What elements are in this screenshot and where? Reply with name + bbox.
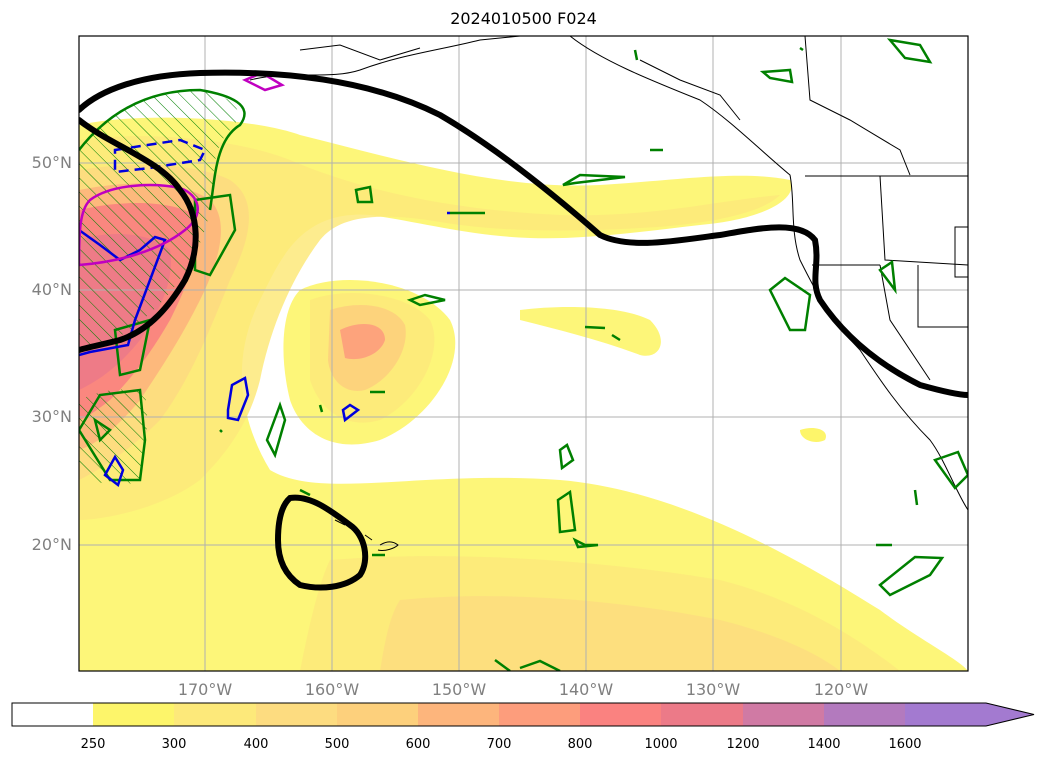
colorbar-tick-label: 250 — [80, 737, 106, 752]
colorbar-segment — [12, 703, 93, 726]
colorbar-segment — [499, 703, 580, 726]
blue-contours — [79, 138, 450, 488]
colorbar-tick-label: 1200 — [726, 737, 760, 752]
colorbar-tick-label: 800 — [567, 737, 593, 752]
colorbar-segment — [580, 703, 661, 726]
colorbar-tick-label: 400 — [243, 737, 269, 752]
lat-label-50: 50°N — [31, 153, 72, 172]
coastlines — [249, 36, 968, 551]
colorbar-extend-arrow — [986, 703, 1034, 726]
hatched-region — [79, 90, 239, 352]
colorbar-tick-label: 300 — [161, 737, 187, 752]
lon-label-120w: 120°W — [813, 680, 869, 699]
colorbar — [11, 702, 1035, 727]
colorbar-tick-label: 1000 — [644, 737, 678, 752]
map-frame — [78, 35, 969, 672]
fill-level-250-b — [520, 307, 661, 356]
colorbar-tick-label: 1400 — [807, 737, 841, 752]
colorbar-outline — [11, 702, 1035, 727]
colorbar-tick-label: 1600 — [888, 737, 922, 752]
colorbar-segment — [418, 703, 499, 726]
lat-label-20: 20°N — [31, 535, 72, 554]
fill-level-400-b — [380, 596, 840, 671]
lon-label-130w: 130°W — [685, 680, 741, 699]
colorbar-segment — [824, 703, 905, 726]
colorbar-segment — [337, 703, 418, 726]
lon-label-170w: 170°W — [177, 680, 233, 699]
colorbar-segment — [661, 703, 743, 726]
colorbar-tick-label: 500 — [324, 737, 350, 752]
green-contours — [79, 38, 968, 671]
map-title: 2024010500 F024 — [450, 9, 597, 28]
fill-level-800 — [340, 324, 385, 360]
colorbar-segment — [174, 703, 256, 726]
hatched-region-b — [79, 389, 148, 486]
colorbar-tick-label: 600 — [405, 737, 431, 752]
colorbar-segment — [905, 703, 986, 726]
fill-level-250 — [79, 117, 968, 671]
lon-label-150w: 150°W — [431, 680, 487, 699]
fill-level-250-d — [800, 428, 826, 442]
colorbar-segment — [743, 703, 824, 726]
lat-label-30: 30°N — [31, 407, 72, 426]
colorbar-segment — [93, 703, 174, 726]
colorbar-tick-label: 700 — [486, 737, 512, 752]
lon-label-140w: 140°W — [558, 680, 614, 699]
colorbar-segment — [256, 703, 337, 726]
fill-level-300 — [79, 136, 780, 520]
black-contours — [79, 69, 968, 591]
lat-label-40: 40°N — [31, 280, 72, 299]
lon-label-160w: 160°W — [304, 680, 360, 699]
